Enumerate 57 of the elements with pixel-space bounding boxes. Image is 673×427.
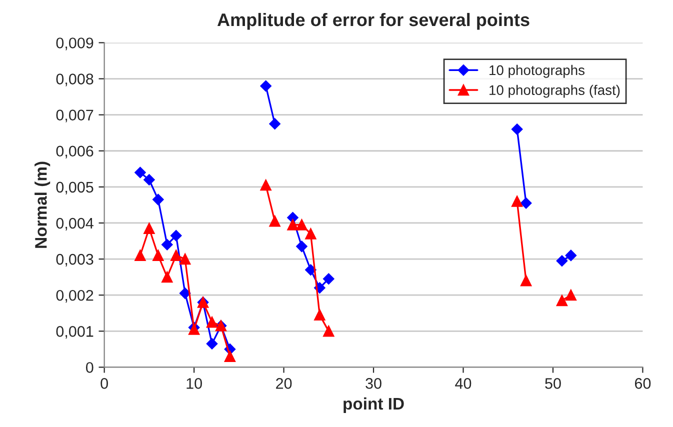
point [152,250,164,261]
x-tick-label: 60 [634,378,651,389]
point [162,272,173,283]
y-tick-label: 0,002 [56,290,94,303]
point [134,166,146,178]
point [144,174,155,186]
y-tick-label: 0,006 [56,146,94,158]
point [260,180,272,191]
point [144,222,155,234]
legend-label: 10 photographs [490,64,585,78]
point [170,250,182,261]
x-tick-label: 40 [455,378,472,389]
y-tick-label: 0,004 [56,218,94,230]
point [305,264,316,276]
point [224,350,236,362]
point [162,239,173,250]
x-tick-label: 20 [276,378,292,389]
point [269,216,280,227]
legend-label: 10 photographs (fast) [490,84,620,98]
y-tick-label: 0,008 [56,74,94,86]
point [206,338,218,350]
y-tick-label: 0,001 [56,326,94,339]
point [323,273,334,284]
y-tick-label: 0,003 [56,254,94,267]
y-tick-label: 0,009 [56,38,94,50]
point [556,255,568,266]
point [152,194,164,206]
y-tick-label: 0,005 [56,182,94,194]
y-tick-label: 0,007 [56,110,94,122]
point [296,219,308,230]
point [520,275,532,286]
x-tick-label: 50 [545,378,561,389]
point [565,290,576,301]
point [260,80,272,92]
point [269,118,280,130]
point [556,294,568,306]
point [520,198,532,209]
point [180,253,191,265]
x-tick-label: 10 [186,378,202,389]
point [565,250,577,262]
x-tick-label: 30 [366,378,382,389]
point [314,309,326,320]
point [296,240,308,252]
chart-title: Amplitude of error for several points [217,12,530,30]
point [134,250,146,261]
point [305,228,316,240]
point [287,219,298,230]
point [206,316,218,328]
point [511,124,523,135]
y-tick-label: 0 [86,362,94,373]
point [512,196,523,207]
x-axis-title: point ID [344,397,404,413]
point [179,288,191,299]
y-axis-title: Normal (m) [34,162,50,248]
point [170,230,182,242]
point [323,326,334,337]
x-tick-label: 0 [100,378,108,389]
